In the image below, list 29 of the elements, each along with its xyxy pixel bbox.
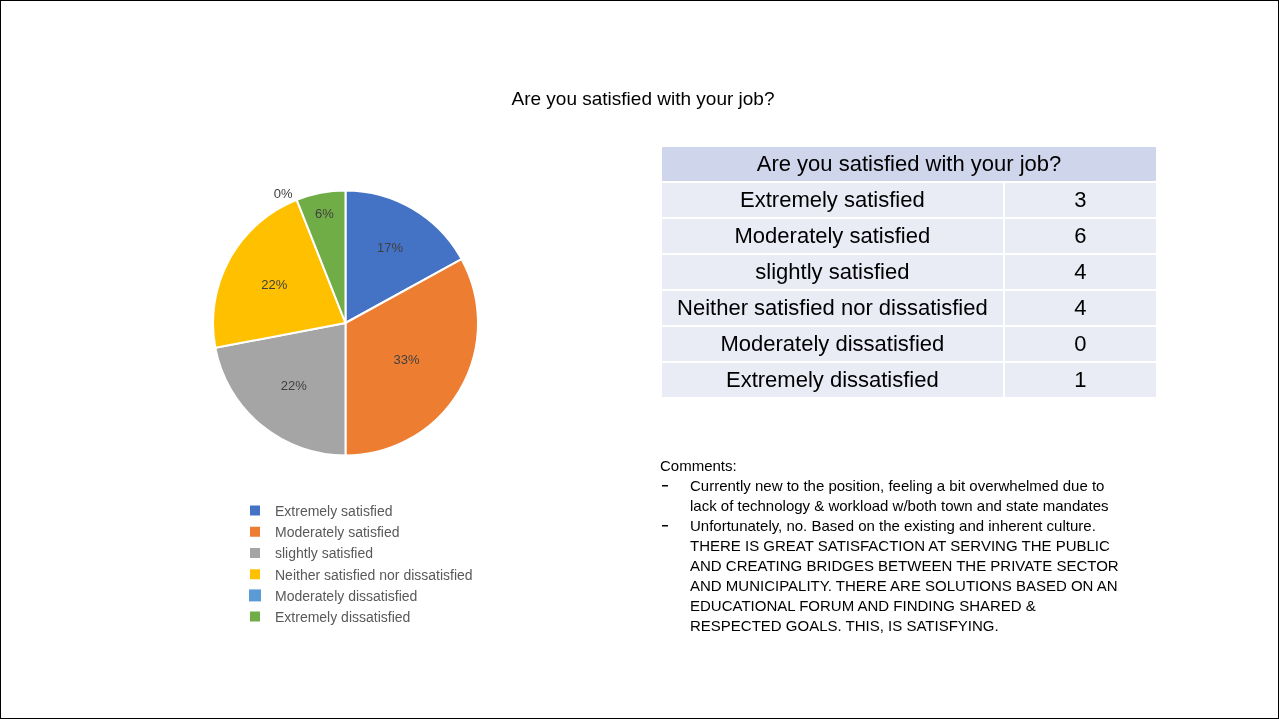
data-label: 22%: [261, 276, 288, 292]
data-label: 1: [1003, 362, 1156, 398]
legend-label: Extremely satisfied: [275, 503, 393, 520]
legend-label: Moderately satisfied: [275, 524, 400, 541]
data-label: 17%: [376, 239, 404, 255]
category-label: Moderately satisfied: [662, 218, 1004, 254]
text: Comments:: [660, 456, 738, 476]
data-label: 6%: [314, 205, 335, 221]
category-label: Neither satisfied nor dissatisfied: [662, 290, 1004, 326]
category-label: slightly satisfied: [662, 254, 1004, 290]
data-label: 3: [1003, 182, 1156, 218]
text: Are you satisfied with your job?: [662, 147, 1156, 182]
data-label: 6: [1003, 218, 1156, 254]
category-label: Extremely satisfied: [662, 182, 1004, 218]
category-label: Moderately dissatisfied: [662, 326, 1004, 362]
data-label: 22%: [280, 377, 308, 393]
text: 0%: [273, 185, 293, 201]
data-label: 33%: [393, 351, 421, 367]
legend-label: Moderately dissatisfied: [275, 587, 418, 604]
legend-label: Extremely dissatisfied: [275, 609, 411, 626]
data-label: 0: [1003, 326, 1156, 362]
data-label: 4: [1003, 254, 1156, 290]
legend-label: Neither satisfied nor dissatisfied: [275, 566, 473, 583]
legend-label: slightly satisfied: [275, 545, 374, 562]
text: Are you satisfied with your job?: [511, 87, 775, 109]
data-label: 4: [1003, 290, 1156, 326]
text: Currently new to the position, feeling a bit overwhelmed due to lack of technology & workload w/both town and state mandates: [689, 476, 1110, 516]
category-label: Extremely dissatisfied: [662, 362, 1004, 398]
text: Unfortunately, no. Based on the existing and inherent culture. THERE IS GREAT SATISFACTION AT SERVING THE PUBLIC AND CREATING BRIDGES BETWEEN THE PRIVATE SECTOR AND MUNICIPALITY. THERE ARE SOLUTIONS BASED ON AN EDUCATIONAL FORUM AND FINDING SHARED & RESPECTED GOALS. THIS, IS SATISFYING.: [689, 516, 1120, 636]
